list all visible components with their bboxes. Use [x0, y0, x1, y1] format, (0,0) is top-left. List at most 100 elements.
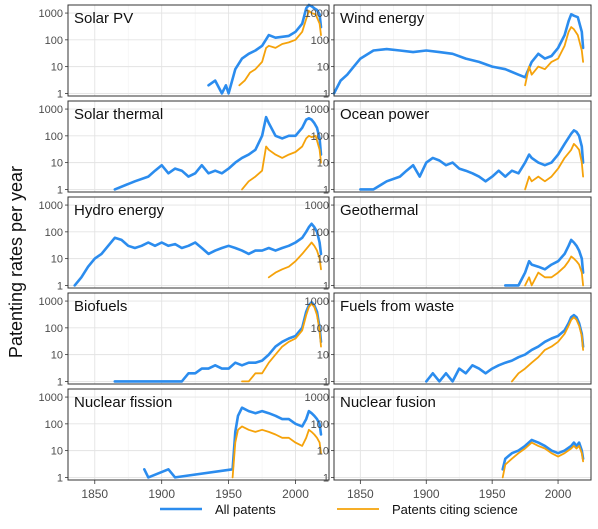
y-tick-label: 100 — [45, 131, 63, 143]
y-tick-label: 100 — [45, 227, 63, 239]
y-axis-label: Patenting rates per year — [6, 166, 26, 358]
y-tick-label: 10 — [317, 158, 329, 170]
panel-title: Solar PV — [74, 10, 133, 27]
x-tick-label: 1950 — [479, 487, 506, 501]
y-tick-label: 1 — [323, 280, 329, 292]
y-tick-label: 1000 — [305, 392, 329, 404]
series-line — [73, 222, 323, 287]
y-tick-label: 1 — [323, 472, 329, 484]
panel: 1 10 100 1000 Ocean power — [305, 100, 592, 196]
y-tick-label: 100 — [311, 419, 329, 431]
x-tick-label: 2000 — [545, 487, 572, 501]
y-tick-label: 100 — [45, 323, 63, 335]
panel-title: Nuclear fission — [74, 394, 172, 411]
series-line — [207, 3, 323, 95]
y-tick-label: 1000 — [305, 104, 329, 116]
x-tick-label: 2000 — [282, 487, 309, 501]
y-tick-label: 1000 — [39, 104, 63, 116]
series-line — [113, 115, 323, 191]
panel-border — [333, 4, 592, 97]
panel: 1 10 100 1000 Hydro energy — [39, 196, 330, 292]
legend: All patents Patents citing science — [160, 502, 518, 517]
y-tick-label: 1 — [323, 88, 329, 100]
series-line — [511, 316, 584, 383]
y-tick-label: 100 — [311, 35, 329, 47]
panel-border — [333, 100, 592, 193]
panel-title: Hydro energy — [74, 202, 165, 219]
y-tick-label: 1000 — [305, 8, 329, 20]
panel-background — [68, 293, 329, 384]
panel: 1 10 100 1000 Nuclear fusion — [305, 388, 592, 484]
panel-background — [68, 389, 329, 480]
y-tick-label: 10 — [317, 446, 329, 458]
series-line — [231, 425, 322, 479]
panel-border — [333, 388, 592, 481]
panel: 1 10 100 1000 Solar PV — [39, 3, 330, 100]
y-tick-label: 10 — [317, 350, 329, 362]
panel: 1 10 100 1000 Nuclear fission — [39, 388, 330, 484]
y-tick-label: 1 — [57, 88, 63, 100]
y-tick-label: 10 — [51, 446, 63, 458]
y-tick-label: 10 — [51, 62, 63, 74]
y-tick-label: 1 — [323, 184, 329, 196]
panel-title: Fuels from waste — [340, 298, 454, 315]
series-line — [241, 302, 322, 383]
legend-label: Patents citing science — [392, 502, 518, 517]
series-line — [143, 406, 323, 479]
panel-title: Nuclear fusion — [340, 394, 436, 411]
y-tick-label: 1 — [57, 184, 63, 196]
series-line — [524, 26, 584, 87]
panel: 1 10 100 1000 Solar thermal — [39, 100, 330, 196]
y-tick-label: 1000 — [39, 8, 63, 20]
y-tick-label: 100 — [45, 35, 63, 47]
series-line — [238, 10, 322, 87]
series-line — [332, 13, 585, 95]
series-line — [524, 143, 584, 191]
y-tick-label: 1 — [57, 376, 63, 388]
y-tick-label: 100 — [311, 131, 329, 143]
y-tick-label: 1000 — [39, 200, 63, 212]
y-tick-label: 1000 — [305, 296, 329, 308]
legend-item: Patents citing science — [337, 502, 518, 517]
panel: 1 10 100 1000 Biofuels — [39, 292, 330, 388]
panel-background — [334, 293, 591, 384]
panel-background — [334, 389, 591, 480]
legend-label: All patents — [215, 502, 276, 517]
panel-title: Geothermal — [340, 202, 418, 219]
y-tick-label: 10 — [51, 158, 63, 170]
x-tick-label: 1900 — [148, 487, 175, 501]
y-tick-label: 100 — [45, 419, 63, 431]
y-tick-label: 10 — [51, 254, 63, 266]
x-axis-layer: 1850 1900 1950 2000 1850 1900 1950 2000 — [81, 480, 572, 501]
y-tick-label: 1 — [323, 376, 329, 388]
panel: 1 10 100 1000 Wind energy — [305, 4, 592, 100]
x-tick-label: 1950 — [215, 487, 242, 501]
y-tick-label: 1000 — [39, 392, 63, 404]
x-tick-label: 1850 — [81, 487, 108, 501]
y-tick-label: 1000 — [39, 296, 63, 308]
panel-background — [334, 101, 591, 192]
series-line — [267, 241, 322, 279]
panel-title: Wind energy — [340, 10, 425, 27]
panel-title: Biofuels — [74, 298, 127, 315]
panel-background — [68, 5, 329, 96]
panel-background — [334, 197, 591, 288]
legend-item: All patents — [160, 502, 276, 517]
x-tick-label: 1850 — [347, 487, 374, 501]
series-line — [501, 441, 584, 479]
panel-border — [67, 196, 330, 289]
series-line — [524, 255, 584, 287]
y-tick-label: 10 — [51, 350, 63, 362]
panel-border — [333, 196, 592, 289]
y-tick-label: 100 — [311, 323, 329, 335]
y-tick-label: 10 — [317, 254, 329, 266]
series-line — [425, 313, 585, 383]
panel: 1 10 100 1000 Fuels from waste — [305, 292, 592, 388]
panel-border — [67, 292, 330, 385]
y-tick-label: 1 — [57, 472, 63, 484]
x-tick-label: 1900 — [413, 487, 440, 501]
panel-title: Solar thermal — [74, 106, 163, 123]
y-tick-label: 1 — [57, 280, 63, 292]
